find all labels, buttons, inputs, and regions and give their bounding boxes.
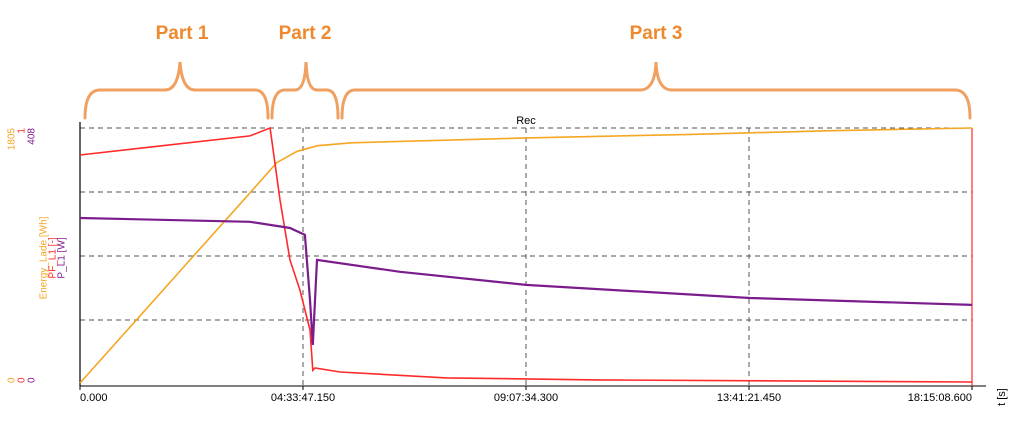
y-tick-label: 408 — [27, 128, 38, 145]
series-line — [79, 216, 973, 345]
x-tick-label: 09:07:34.300 — [494, 392, 558, 404]
y-axis-label: P_L1 [W] — [57, 237, 68, 278]
brace — [340, 61, 972, 120]
series-line — [79, 127, 973, 384]
x-axis-label: t [s] — [996, 388, 1008, 406]
x-tick-label: 04:33:47.150 — [271, 392, 335, 404]
y-axis-label: Energy_Lade [Wh] — [39, 216, 50, 299]
y-tick-label: 0 — [7, 377, 18, 383]
y-tick-label: 0 — [27, 377, 38, 383]
brace — [270, 61, 340, 120]
x-tick-label: 0.000 — [80, 392, 108, 404]
brace — [83, 61, 270, 120]
annotation: Part 2 — [279, 23, 332, 44]
annotation: Part 1 — [156, 23, 209, 44]
y-tick-label: 1805 — [7, 128, 18, 151]
x-tick-label: 13:41:21.450 — [717, 392, 781, 404]
series-line — [79, 126, 973, 383]
y-axis-label: PF_L1 [-] — [48, 237, 59, 278]
annotation: Part 3 — [630, 23, 683, 44]
x-tick-label: 18:15:08.600 — [908, 392, 972, 404]
y-tick-label: 1 — [17, 128, 28, 134]
y-tick-label: 0 — [17, 377, 28, 383]
chart-title: Rec — [516, 115, 536, 127]
